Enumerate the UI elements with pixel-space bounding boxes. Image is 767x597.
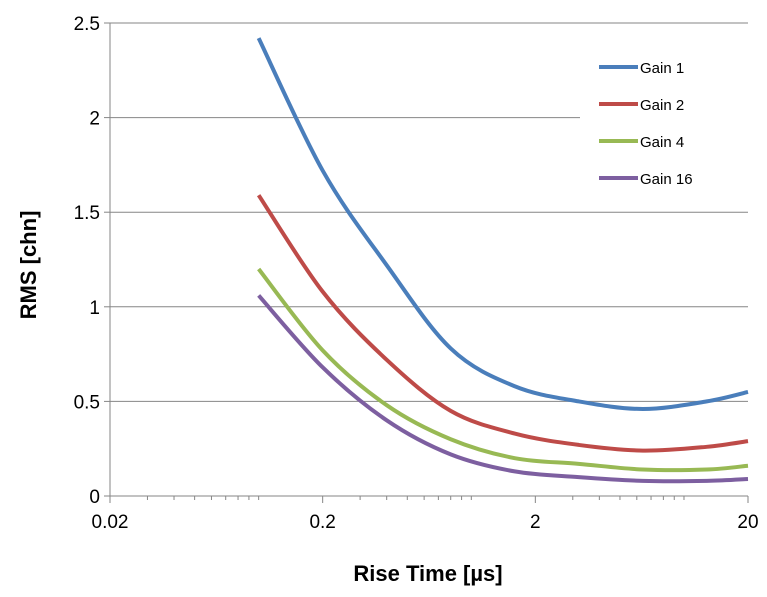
legend-label: Gain 1 [640,60,684,77]
y-tick-label: 0 [89,487,100,508]
x-tick-label: 0.2 [309,512,335,533]
axis-layer: 0 0.5 1 1.5 2 2.5 0.02 0.2 2 20 [74,14,759,533]
y-tick-label: 2.5 [74,14,100,35]
series-line-gain-4 [257,294,749,484]
x-axis-title: Rise Time [µs] [353,561,502,586]
x-tick-label: 2 [530,512,541,533]
series-layer [256,37,749,484]
legend-label: Gain 4 [640,134,684,151]
x-tick-label: 20 [737,512,758,533]
y-tick-label: 1.5 [74,203,100,224]
legend-label: Gain 2 [640,97,684,114]
series-line-gain-1 [256,37,749,411]
y-tick-label: 2 [89,109,100,130]
grid-layer [110,22,748,402]
series-line-gain-2 [256,194,749,453]
x-tick-label: 0.02 [92,512,129,533]
y-tick-label: 0.5 [74,392,100,413]
y-tick-label: 1 [89,298,100,319]
y-axis-title: RMS [chn] [16,211,41,320]
legend-label: Gain 16 [640,171,693,188]
series-line-gain-3 [257,267,749,473]
legend-layer: Gain 1 Gain 2 Gain 4 Gain 16 [580,46,748,206]
